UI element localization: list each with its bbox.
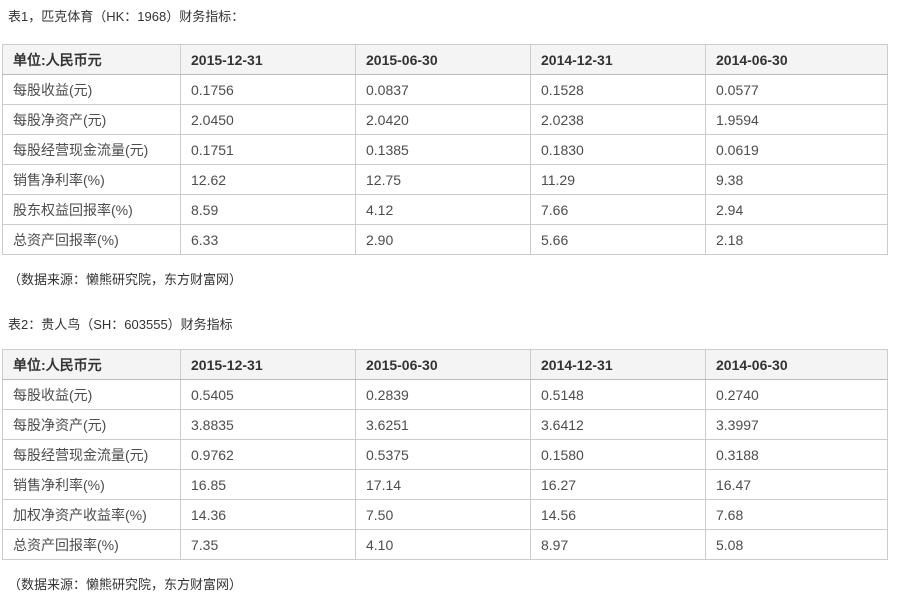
metric-value-cell: 2.0450 — [180, 104, 356, 135]
metric-value-cell: 0.1580 — [530, 439, 706, 470]
metric-value-cell: 3.6251 — [355, 409, 531, 440]
table1-caption: 表1，匹克体育（HK：1968）财务指标： — [8, 9, 245, 24]
metric-value-cell: 2.90 — [355, 224, 531, 255]
table-row: 每股收益(元) 0.1756 0.0837 0.1528 0.0577 — [2, 74, 888, 105]
metric-value-cell: 4.12 — [355, 194, 531, 225]
date-header-cell: 2015-06-30 — [355, 44, 531, 75]
metric-value-cell: 0.0577 — [705, 74, 888, 105]
metric-value-cell: 2.94 — [705, 194, 888, 225]
metric-label-cell: 销售净利率(%) — [2, 164, 181, 195]
metric-value-cell: 5.66 — [530, 224, 706, 255]
table-row: 总资产回报率(%) 7.35 4.10 8.97 5.08 — [2, 529, 888, 560]
metric-value-cell: 9.38 — [705, 164, 888, 195]
metric-value-cell: 0.1751 — [180, 134, 356, 165]
metric-value-cell: 12.62 — [180, 164, 356, 195]
date-header-cell: 2015-12-31 — [180, 349, 356, 380]
metric-label-cell: 每股收益(元) — [2, 74, 181, 105]
metric-label-cell: 每股经营现金流量(元) — [2, 439, 181, 470]
table-row: 每股净资产(元) 2.0450 2.0420 2.0238 1.9594 — [2, 104, 888, 135]
metric-value-cell: 3.6412 — [530, 409, 706, 440]
table-row: 总资产回报率(%) 6.33 2.90 5.66 2.18 — [2, 224, 888, 255]
metric-value-cell: 0.5375 — [355, 439, 531, 470]
metric-value-cell: 0.1385 — [355, 134, 531, 165]
metric-label-cell: 销售净利率(%) — [2, 469, 181, 500]
metric-value-cell: 0.1756 — [180, 74, 356, 105]
metric-label-cell: 加权净资产收益率(%) — [2, 499, 181, 530]
metric-value-cell: 4.10 — [355, 529, 531, 560]
table-header-row: 单位:人民币元 2015-12-31 2015-06-30 2014-12-31 201… — [2, 349, 888, 380]
metric-value-cell: 8.97 — [530, 529, 706, 560]
metric-value-cell: 17.14 — [355, 469, 531, 500]
metric-label-cell: 每股净资产(元) — [2, 409, 181, 440]
table-row: 每股经营现金流量(元) 0.9762 0.5375 0.1580 0.3188 — [2, 439, 888, 470]
table2-caption: 表2：贵人鸟（SH：603555）财务指标 — [8, 317, 233, 332]
metric-value-cell: 0.5148 — [530, 379, 706, 410]
metric-value-cell: 7.68 — [705, 499, 888, 530]
metric-value-cell: 0.5405 — [180, 379, 356, 410]
table-header-row: 单位:人民币元 2015-12-31 2015-06-30 2014-12-31 201… — [2, 44, 888, 75]
metric-value-cell: 0.1528 — [530, 74, 706, 105]
metric-value-cell: 12.75 — [355, 164, 531, 195]
metric-value-cell: 3.8835 — [180, 409, 356, 440]
metric-value-cell: 2.0238 — [530, 104, 706, 135]
date-header-cell: 2015-12-31 — [180, 44, 356, 75]
table2-source-note: （数据来源：懒熊研究院，东方财富网） — [8, 577, 243, 592]
date-header-cell: 2014-12-31 — [530, 349, 706, 380]
metric-value-cell: 14.56 — [530, 499, 706, 530]
metric-value-cell: 2.0420 — [355, 104, 531, 135]
metric-value-cell: 16.85 — [180, 469, 356, 500]
metric-value-cell: 5.08 — [705, 529, 888, 560]
metric-value-cell: 0.2839 — [355, 379, 531, 410]
metric-value-cell: 8.59 — [180, 194, 356, 225]
unit-header-cell: 单位:人民币元 — [2, 349, 181, 380]
metric-value-cell: 2.18 — [705, 224, 888, 255]
metric-label-cell: 每股净资产(元) — [2, 104, 181, 135]
metric-value-cell: 0.0619 — [705, 134, 888, 165]
table-row: 销售净利率(%) 12.62 12.75 11.29 9.38 — [2, 164, 888, 195]
metric-value-cell: 0.0837 — [355, 74, 531, 105]
date-header-cell: 2015-06-30 — [355, 349, 531, 380]
table2-financial-indicators: 单位:人民币元 2015-12-31 2015-06-30 2014-12-31 201… — [2, 349, 888, 560]
table-row: 每股收益(元) 0.5405 0.2839 0.5148 0.2740 — [2, 379, 888, 410]
metric-value-cell: 0.2740 — [705, 379, 888, 410]
table1-source-note: （数据来源：懒熊研究院，东方财富网） — [8, 272, 243, 287]
metric-value-cell: 16.47 — [705, 469, 888, 500]
table-row: 每股净资产(元) 3.8835 3.6251 3.6412 3.3997 — [2, 409, 888, 440]
date-header-cell: 2014-06-30 — [705, 349, 888, 380]
metric-value-cell: 0.3188 — [705, 439, 888, 470]
metric-value-cell: 6.33 — [180, 224, 356, 255]
metric-value-cell: 3.3997 — [705, 409, 888, 440]
metric-label-cell: 总资产回报率(%) — [2, 224, 181, 255]
metric-value-cell: 0.1830 — [530, 134, 706, 165]
table1-financial-indicators: 单位:人民币元 2015-12-31 2015-06-30 2014-12-31 201… — [2, 44, 888, 255]
table-row: 销售净利率(%) 16.85 17.14 16.27 16.47 — [2, 469, 888, 500]
metric-label-cell: 股东权益回报率(%) — [2, 194, 181, 225]
date-header-cell: 2014-06-30 — [705, 44, 888, 75]
unit-header-cell: 单位:人民币元 — [2, 44, 181, 75]
metric-value-cell: 7.66 — [530, 194, 706, 225]
metric-value-cell: 16.27 — [530, 469, 706, 500]
metric-label-cell: 每股经营现金流量(元) — [2, 134, 181, 165]
metric-value-cell: 14.36 — [180, 499, 356, 530]
metric-label-cell: 总资产回报率(%) — [2, 529, 181, 560]
table-row: 每股经营现金流量(元) 0.1751 0.1385 0.1830 0.0619 — [2, 134, 888, 165]
metric-value-cell: 0.9762 — [180, 439, 356, 470]
metric-value-cell: 7.50 — [355, 499, 531, 530]
metric-value-cell: 7.35 — [180, 529, 356, 560]
article-body: 表1，匹克体育（HK：1968）财务指标： 单位:人民币元 2015-12-31 2… — [0, 9, 902, 593]
table-row: 股东权益回报率(%) 8.59 4.12 7.66 2.94 — [2, 194, 888, 225]
metric-value-cell: 1.9594 — [705, 104, 888, 135]
date-header-cell: 2014-12-31 — [530, 44, 706, 75]
metric-value-cell: 11.29 — [530, 164, 706, 195]
table-row: 加权净资产收益率(%) 14.36 7.50 14.56 7.68 — [2, 499, 888, 530]
metric-label-cell: 每股收益(元) — [2, 379, 181, 410]
